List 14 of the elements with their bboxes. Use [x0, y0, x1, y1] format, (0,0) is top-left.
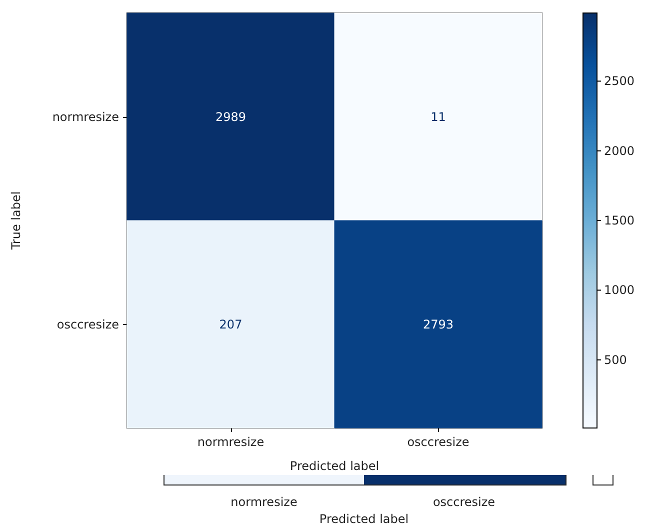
- data-label: 207: [219, 317, 242, 332]
- y-axis-title: True label: [9, 191, 23, 251]
- data-label: 2793: [422, 317, 454, 332]
- color-bar-label: 500: [604, 352, 627, 367]
- text: Predicted label: [319, 512, 409, 526]
- data-label: 2989: [215, 110, 246, 124]
- color-bar-label: 2000: [604, 144, 635, 158]
- x-axis-title: Predicted label: [290, 459, 380, 473]
- color-bar-label: 1500: [604, 214, 635, 228]
- color-bar-label: 2500: [604, 74, 635, 88]
- text: osccresize: [432, 495, 496, 509]
- color-bar-label: 1000: [604, 283, 635, 298]
- text: normresize: [230, 495, 298, 509]
- data-label: 11: [430, 110, 446, 124]
